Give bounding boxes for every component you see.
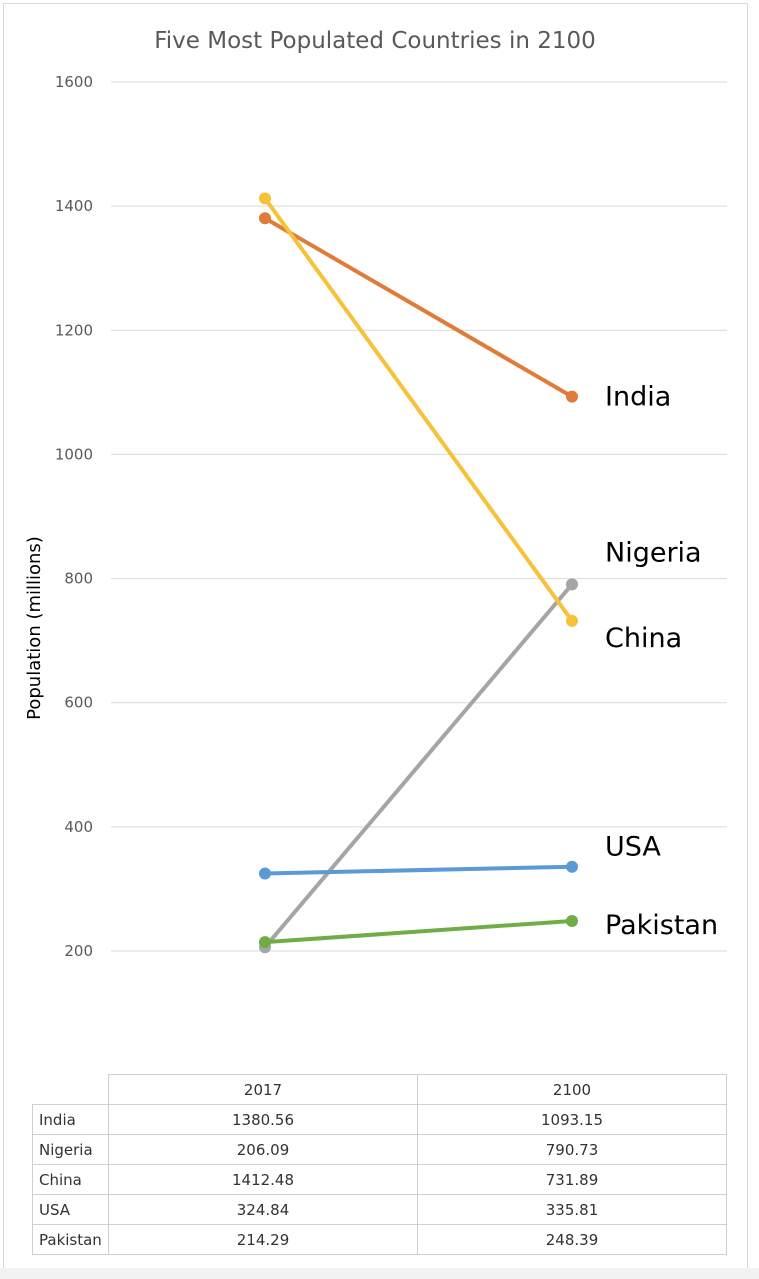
series-label: China — [605, 623, 682, 654]
table-row: China 1412.48 731.89 — [32, 1164, 727, 1195]
y-axis-label: Population (millions) — [24, 536, 45, 720]
series-label: Nigeria — [605, 537, 702, 568]
y-axis-ticks: 200 400 600 800 1000 1200 1400 1600 — [55, 73, 93, 960]
table-row: Pakistan 214.29 248.39 — [32, 1224, 727, 1255]
table-column-header: 2100 — [417, 1074, 727, 1105]
series-line — [263, 582, 574, 950]
series-line — [263, 864, 574, 876]
table-row-label: USA — [32, 1194, 109, 1225]
table-corner — [32, 1074, 109, 1105]
series-line — [263, 196, 574, 623]
series-label: Pakistan — [605, 910, 718, 941]
y-tick-label: 1200 — [55, 321, 93, 339]
table-cell: 214.29 — [108, 1224, 418, 1255]
table-row-label: Nigeria — [32, 1134, 109, 1165]
data-point — [259, 936, 271, 949]
y-tick-label: 1600 — [55, 73, 93, 91]
y-tick-label: 800 — [64, 570, 93, 588]
table-row-label: India — [32, 1104, 109, 1135]
table-cell: 1412.48 — [108, 1164, 418, 1195]
data-point — [259, 212, 271, 225]
table-cell: 1093.15 — [417, 1104, 727, 1135]
data-point — [566, 614, 578, 627]
series-line — [263, 216, 574, 399]
data-table: 2017 2100 India 1380.56 1093.15 Nigeria … — [32, 1074, 727, 1255]
bottom-strip — [0, 1268, 759, 1279]
table-cell: 206.09 — [108, 1134, 418, 1165]
gridlines — [111, 81, 727, 952]
data-point — [566, 578, 578, 591]
table-row: India 1380.56 1093.15 — [32, 1104, 727, 1135]
table-cell: 1380.56 — [108, 1104, 418, 1135]
table-row-label: Pakistan — [32, 1224, 109, 1255]
table-column-header: 2017 — [108, 1074, 418, 1105]
series-line — [263, 918, 574, 945]
data-point — [566, 390, 578, 403]
y-tick-label: 600 — [64, 694, 93, 712]
y-tick-label: 200 — [64, 942, 93, 960]
table-cell: 324.84 — [108, 1194, 418, 1225]
table-cell: 731.89 — [417, 1164, 727, 1195]
y-tick-label: 1000 — [55, 445, 93, 463]
table-row: USA 324.84 335.81 — [32, 1194, 727, 1225]
line-chart: Five Most Populated Countries in 2100 Po… — [24, 28, 727, 960]
table-header-row: 2017 2100 — [32, 1074, 727, 1105]
series-labels: India Nigeria China USA Pakistan — [605, 382, 718, 941]
y-tick-label: 400 — [64, 818, 93, 836]
data-point — [259, 867, 271, 880]
chart-title: Five Most Populated Countries in 2100 — [154, 28, 596, 54]
table-row: Nigeria 206.09 790.73 — [32, 1134, 727, 1165]
data-point — [259, 192, 271, 205]
series-label: USA — [605, 832, 661, 863]
y-tick-label: 1400 — [55, 197, 93, 215]
data-point — [566, 914, 578, 927]
table-cell: 335.81 — [417, 1194, 727, 1225]
table-cell: 248.39 — [417, 1224, 727, 1255]
table-cell: 790.73 — [417, 1134, 727, 1165]
series-lines — [259, 192, 578, 954]
data-point — [566, 860, 578, 873]
series-label: India — [605, 382, 671, 413]
table-row-label: China — [32, 1164, 109, 1195]
chart-frame — [3, 3, 748, 1270]
